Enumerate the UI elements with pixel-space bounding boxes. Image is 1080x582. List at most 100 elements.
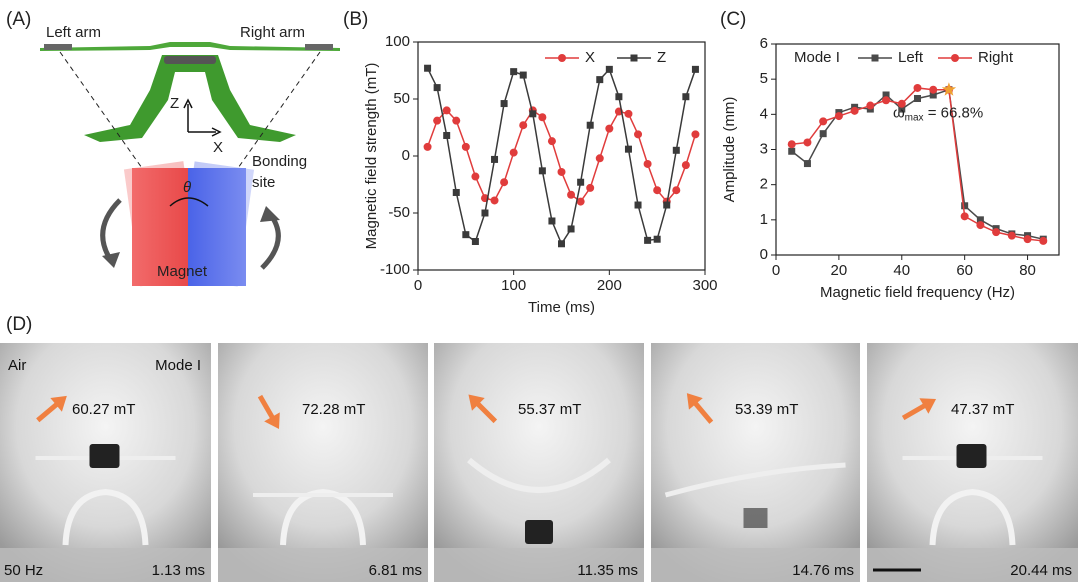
marker <box>443 131 451 139</box>
marker <box>850 106 859 115</box>
axis-arrow <box>211 127 222 137</box>
marker <box>644 236 652 244</box>
marker <box>871 54 879 62</box>
angle-arc <box>169 197 209 207</box>
marker <box>577 178 585 186</box>
diagram: (A) Left arm Right arm Z X Bonding site θ… <box>6 9 340 287</box>
specimen <box>280 488 366 546</box>
y-tick-label: 50 <box>393 90 410 107</box>
marker <box>424 64 432 72</box>
marker <box>663 201 671 209</box>
x-tick-label: 40 <box>893 262 910 279</box>
marker <box>882 91 890 99</box>
rotation-arrow <box>102 252 120 268</box>
field-arrow-shaft <box>36 401 60 423</box>
annotation: Mode I <box>794 49 840 66</box>
specimen <box>929 488 1016 546</box>
marker <box>452 188 460 196</box>
marker <box>819 117 828 126</box>
marker <box>803 138 812 147</box>
marker <box>960 212 969 221</box>
marker <box>481 209 489 217</box>
marker <box>788 147 796 155</box>
plot-frame <box>417 41 706 271</box>
field-arrow-head <box>264 412 280 430</box>
y-tick-label: 1 <box>760 211 768 228</box>
bond <box>164 56 216 64</box>
marker <box>586 183 595 192</box>
timestamp: 1.13 ms <box>152 562 205 579</box>
guide <box>189 51 321 237</box>
y-tick-label: 5 <box>760 70 768 87</box>
field-strength: 53.39 mT <box>735 401 798 418</box>
label-left-arm: Left arm <box>46 24 101 41</box>
label-x: X <box>213 139 223 156</box>
x-tick-label: 0 <box>772 262 780 279</box>
marker <box>992 228 1001 237</box>
marker <box>624 145 632 153</box>
field-arrow-head <box>468 394 485 411</box>
x-tick-label: 100 <box>501 277 526 294</box>
highlight-label-part: = 66.8% <box>924 105 984 122</box>
marker <box>538 113 547 122</box>
arm-tip <box>305 44 333 50</box>
marker <box>471 172 480 181</box>
label-magnet: Magnet <box>157 263 208 280</box>
rotation-arrow <box>260 206 280 222</box>
marker <box>976 221 985 230</box>
photos: 60.27 mT 1.13 ms Air Mode I 50 Hz 72.28 mT 6.8… <box>0 343 1078 582</box>
field-arrow-head <box>686 393 703 410</box>
marker <box>433 116 442 125</box>
x-axis-label: Time (ms) <box>528 299 595 316</box>
marker <box>605 124 614 133</box>
marker <box>519 121 528 130</box>
mode: Mode I <box>155 357 201 374</box>
label-right-arm: Right arm <box>240 24 305 41</box>
marker <box>461 142 470 151</box>
field-arrow <box>686 393 714 424</box>
timestamp: 6.81 ms <box>369 562 422 579</box>
marker <box>586 121 594 129</box>
marker <box>615 93 623 101</box>
marker <box>866 101 875 110</box>
marker <box>682 93 690 101</box>
y-tick-label: 3 <box>760 140 768 157</box>
marker <box>462 231 470 239</box>
chart: 0 20 40 60 80 0 1 2 3 4 5 6 Magnetic field frequency… <box>721 35 1060 301</box>
y-axis-label: Magnetic field strength (mT) <box>363 63 380 250</box>
field-strength: 60.27 mT <box>72 401 135 418</box>
legend-label: Left <box>898 49 924 66</box>
specimen <box>664 462 846 498</box>
axis-arrow <box>183 98 193 109</box>
series-line <box>426 67 697 246</box>
marker <box>803 160 811 168</box>
field-strength: 47.37 mT <box>951 401 1014 418</box>
highlight-star <box>941 82 957 96</box>
marker <box>787 140 796 149</box>
marker <box>634 130 643 139</box>
marker <box>500 100 508 108</box>
legend-label: Z <box>657 49 666 66</box>
y-tick-label: -50 <box>388 204 410 221</box>
marker <box>624 109 633 118</box>
magnet-blue <box>188 168 246 286</box>
timestamp: 20.44 ms <box>1010 562 1072 579</box>
photo-floor <box>218 548 428 582</box>
photo-floor <box>0 548 211 582</box>
marker <box>548 217 556 225</box>
marker <box>433 84 441 92</box>
panel-label: (B) <box>343 9 368 30</box>
photo-floor <box>651 548 860 582</box>
marker <box>672 186 681 195</box>
x-tick-label: 80 <box>1019 262 1036 279</box>
marker <box>630 54 638 62</box>
marker <box>634 201 642 209</box>
field-arrow <box>36 395 67 423</box>
marker <box>1039 236 1048 245</box>
marker <box>913 83 922 92</box>
marker <box>605 65 613 73</box>
y-tick-label: -100 <box>380 261 410 278</box>
specimen <box>62 488 149 546</box>
field-arrow <box>468 394 498 424</box>
marker <box>653 235 661 243</box>
